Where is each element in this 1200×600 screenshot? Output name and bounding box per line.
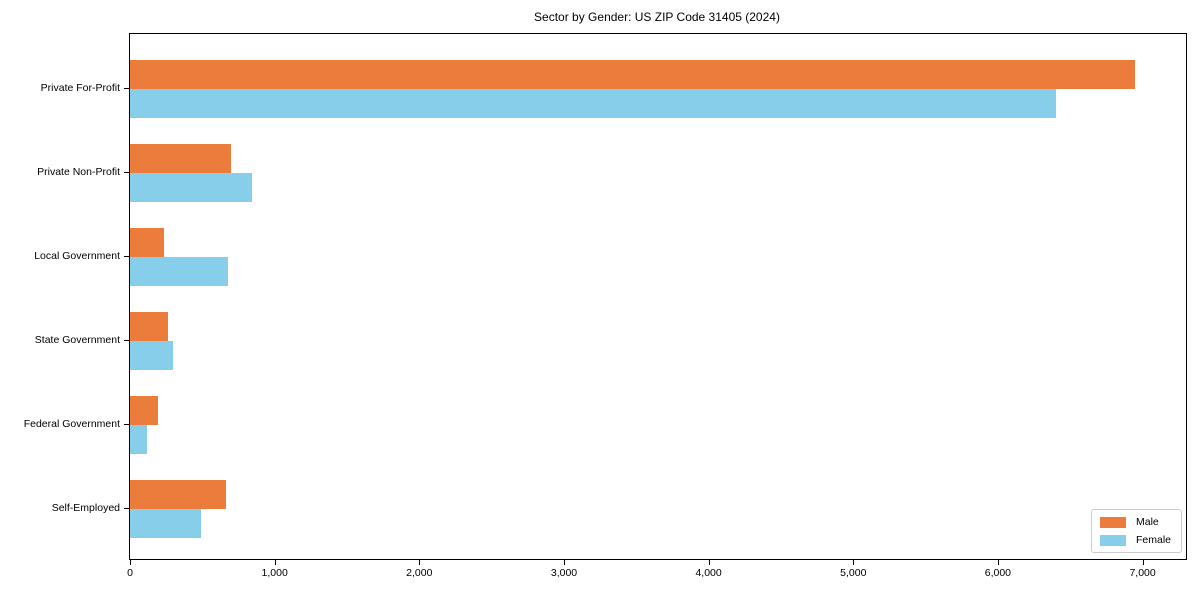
x-tick-label-3-000: 3,000 — [550, 567, 578, 579]
legend-swatch-male-icon — [1099, 516, 1126, 528]
x-tick-mark-7-000 — [1142, 560, 1144, 565]
bar-male-self-employed — [130, 480, 226, 509]
chart-title: Sector by Gender: US ZIP Code 31405 (202… — [534, 10, 780, 24]
x-tick-label-0: 0 — [127, 567, 133, 579]
bar-female-self-employed — [130, 509, 201, 538]
x-tick-mark-4-000 — [708, 560, 710, 565]
bar-female-state-government — [130, 341, 174, 370]
x-tick-label-6-000: 6,000 — [984, 567, 1012, 579]
legend-entry-female: Female — [1099, 534, 1171, 546]
legend-entry-male: Male — [1099, 516, 1171, 528]
bar-male-private-non-profit — [130, 144, 232, 173]
x-tick-mark-5-000 — [853, 560, 855, 565]
legend-swatch-female-icon — [1099, 534, 1126, 546]
bar-male-private-for-profit — [130, 60, 1136, 89]
x-tick-mark-0 — [130, 560, 131, 565]
bar-female-local-government — [130, 257, 229, 286]
bar-male-federal-government — [130, 396, 158, 425]
bar-male-state-government — [130, 312, 169, 341]
x-tick-label-4-000: 4,000 — [695, 567, 722, 579]
plot-area: Male Female — [129, 33, 1187, 560]
bar-female-private-for-profit — [130, 89, 1056, 118]
legend-label-female: Female — [1135, 534, 1171, 546]
y-tick-label-state-government: State Government — [34, 334, 120, 346]
y-tick-label-private-for-profit: Private For-Profit — [40, 82, 120, 94]
legend-label-male: Male — [1135, 516, 1159, 528]
legend: Male Female — [1090, 509, 1182, 553]
y-tick-label-self-employed: Self-Employed — [51, 502, 120, 514]
bar-female-private-non-profit — [130, 173, 252, 202]
x-tick-mark-1-000 — [274, 560, 276, 565]
x-tick-mark-3-000 — [564, 560, 565, 565]
x-tick-mark-6-000 — [997, 560, 999, 565]
y-tick-label-federal-government: Federal Government — [23, 418, 120, 430]
x-tick-label-1-000: 1,000 — [261, 567, 288, 579]
bar-female-federal-government — [130, 425, 147, 454]
x-tick-label-5-000: 5,000 — [840, 567, 867, 579]
x-tick-label-7-000: 7,000 — [1129, 567, 1156, 579]
y-tick-label-private-non-profit: Private Non-Profit — [37, 166, 120, 178]
y-tick-label-local-government: Local Government — [34, 250, 120, 262]
x-tick-mark-2-000 — [419, 560, 421, 565]
bar-male-local-government — [130, 228, 164, 257]
x-tick-label-2-000: 2,000 — [406, 567, 433, 579]
